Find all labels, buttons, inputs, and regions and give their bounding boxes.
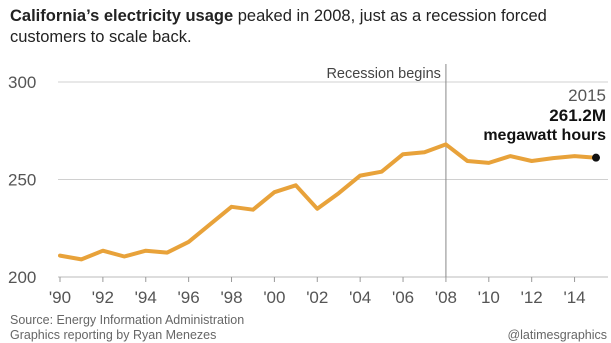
x-tick-label: '90 (49, 288, 71, 307)
series-line (58, 142, 598, 262)
x-tick-label: '02 (306, 288, 328, 307)
footer-source: Source: Energy Information Administratio… (10, 313, 244, 343)
chart-title: California’s electricity usage peaked in… (10, 6, 605, 48)
y-tick-label: 200 (8, 268, 36, 287)
x-tick-label: '04 (349, 288, 371, 307)
chart-title-rest: peaked in 2008, just as a recession forc… (10, 7, 547, 46)
y-tick-label: 300 (8, 73, 36, 92)
recession-label: Recession begins (326, 66, 440, 82)
credit-text: Graphics reporting by Ryan Menezes (10, 328, 217, 342)
x-tick-label: '92 (92, 288, 114, 307)
x-tick-label: '14 (563, 288, 585, 307)
end-year-label: 2015 (568, 86, 606, 105)
end-value-label: 261.2M (549, 106, 606, 125)
end-unit-label: megawatt hours (483, 127, 606, 144)
y-tick-label: 250 (8, 171, 36, 190)
x-tick-label: '12 (521, 288, 543, 307)
x-tick-label: '94 (135, 288, 157, 307)
x-tick-label: '08 (435, 288, 457, 307)
brand-text: @latimesgraphics (507, 328, 607, 342)
x-tick-label: '10 (478, 288, 500, 307)
x-tick-label: '06 (392, 288, 414, 307)
chart-title-bold: California’s electricity usage (10, 7, 234, 25)
source-text: Source: Energy Information Administratio… (10, 313, 245, 327)
x-tick-label: '98 (220, 288, 242, 307)
x-tick-label: '00 (263, 288, 285, 307)
endpoint-dot (592, 153, 600, 162)
x-tick-label: '96 (178, 288, 200, 307)
